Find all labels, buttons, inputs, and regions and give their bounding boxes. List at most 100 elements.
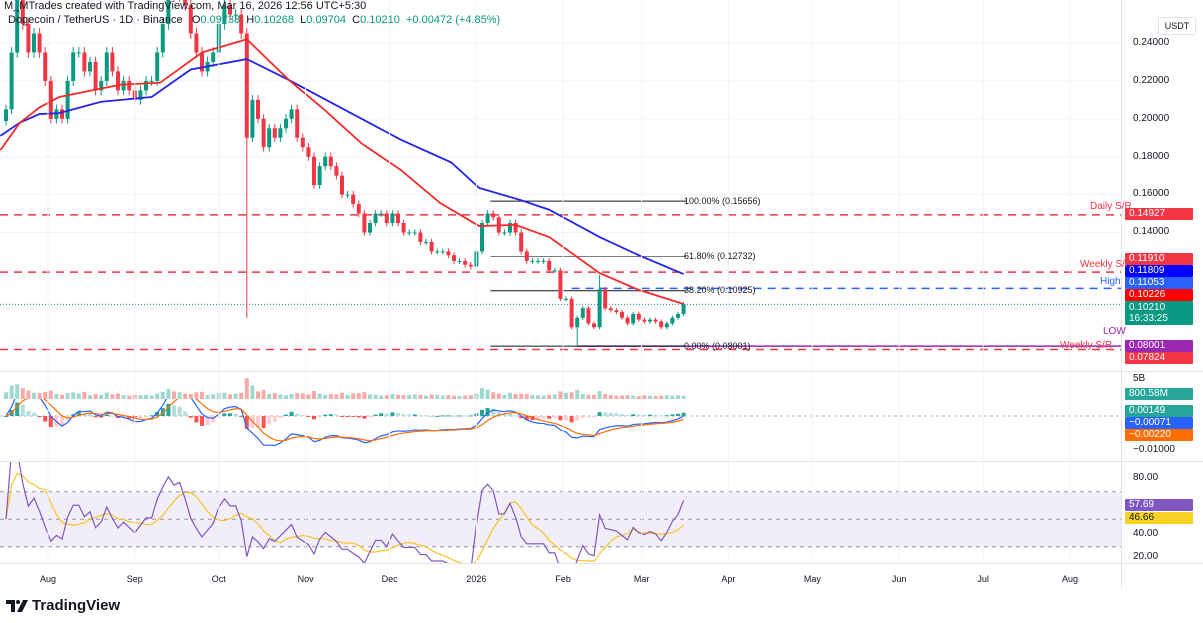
candle [631, 313, 636, 324]
macd-histogram-bar [15, 402, 20, 416]
macd-histogram-bar [541, 416, 546, 419]
weekly-sr-price-tag: 0.11910 [1125, 253, 1193, 265]
volume-bar [228, 394, 232, 399]
volume-bar [284, 395, 288, 399]
candle [502, 232, 507, 234]
macd-histogram-bar [379, 413, 384, 416]
candle [244, 33, 249, 138]
volume-bar [222, 392, 227, 399]
candle [541, 260, 546, 262]
volume-bar [289, 393, 294, 399]
macd-signal-tag: −0.00220 [1125, 429, 1193, 441]
pane-divider[interactable] [0, 461, 1203, 462]
volume-bar [659, 395, 664, 399]
macd-histogram-bar [502, 413, 507, 416]
volume-bar [513, 393, 518, 399]
candle [144, 80, 148, 91]
candle [569, 298, 574, 328]
volume-bar [160, 391, 165, 399]
brand-name: TradingView [32, 597, 121, 614]
candle [396, 213, 400, 224]
volume-bar [390, 393, 395, 399]
time-tick: Sep [126, 574, 143, 584]
volume-bar [491, 392, 496, 399]
macd-signal-line [5, 399, 684, 442]
candle [597, 289, 602, 328]
pane-divider[interactable] [0, 371, 1203, 372]
volume-bar [435, 394, 440, 399]
volume-bar [110, 394, 115, 399]
volume-bar [116, 393, 120, 399]
macd-histogram-bar [317, 416, 322, 418]
weekly-sr-label: Weekly S/R [1080, 259, 1133, 270]
macd-histogram-bar [670, 414, 675, 416]
volume-bar [558, 391, 563, 399]
currency-button[interactable]: USDT [1158, 17, 1196, 35]
macd-histogram-bar [446, 415, 451, 417]
volume-bar [82, 391, 87, 399]
macd-histogram-bar [592, 416, 596, 418]
candle [614, 310, 619, 313]
volume-bar [379, 395, 384, 399]
candle [160, 24, 165, 53]
chart-canvas[interactable] [0, 0, 1121, 588]
candle [306, 147, 311, 157]
candle [43, 52, 48, 81]
candle [368, 223, 372, 233]
high-label: High [1100, 276, 1121, 287]
macd-histogram-bar [295, 413, 300, 416]
volume-bar [295, 393, 300, 399]
macd-histogram-bar [620, 414, 624, 416]
macd-histogram-bar [681, 412, 686, 416]
candle [312, 156, 316, 186]
tradingview-logo[interactable]: TradingView [6, 597, 120, 614]
volume-bar [468, 395, 473, 399]
macd-histogram-bar [272, 416, 277, 422]
candle [289, 109, 294, 119]
volume-bar [54, 393, 59, 399]
candle [99, 80, 104, 91]
volume-bar [328, 393, 333, 399]
rsi-line [5, 462, 685, 563]
macd-histogram-bar [200, 416, 204, 426]
symbol-title[interactable]: Dogecoin / TetherUS · 1D · Binance [8, 14, 183, 26]
macd-histogram-bar [597, 412, 602, 416]
weekly-sr-2-label: Weekly S/R [1060, 340, 1113, 351]
macd-histogram-bar [608, 412, 613, 416]
volume-bar [340, 392, 344, 399]
time-tick: May [803, 574, 821, 584]
macd-histogram-bar [536, 416, 540, 420]
candle [138, 90, 143, 100]
volume-bar [323, 394, 328, 399]
time-tick: Jun [891, 574, 907, 584]
candle [267, 128, 272, 148]
volume-bar [547, 394, 552, 399]
rsi-tick: 40.00 [1133, 528, 1159, 539]
volume-bar [272, 393, 277, 399]
volume-bar [401, 395, 406, 399]
macd-histogram-bar [312, 416, 316, 420]
volume-bar [278, 394, 283, 399]
candle [440, 251, 445, 253]
candle [463, 260, 468, 265]
candle [664, 323, 669, 328]
candle [429, 241, 434, 252]
volume-bar [244, 378, 249, 399]
candle [272, 128, 277, 138]
macd-histogram-bar [653, 414, 658, 416]
macd-histogram-bar [580, 416, 585, 418]
macd-tick: −0.01000 [1133, 444, 1175, 455]
candle [295, 109, 300, 138]
candle [65, 80, 70, 119]
volume-bar [446, 395, 451, 399]
candle [536, 260, 540, 262]
volume-bar [250, 385, 255, 399]
rsi-value-tag: 57.69 [1125, 499, 1193, 511]
macd-histogram-bar [547, 416, 552, 419]
macd-histogram-bar [334, 414, 339, 416]
macd-histogram-bar [205, 416, 210, 426]
candle [547, 260, 552, 271]
macd-histogram-bar [278, 416, 283, 419]
fib-618-label: 61.80% (0.12732) [684, 251, 756, 261]
candle [653, 319, 658, 322]
